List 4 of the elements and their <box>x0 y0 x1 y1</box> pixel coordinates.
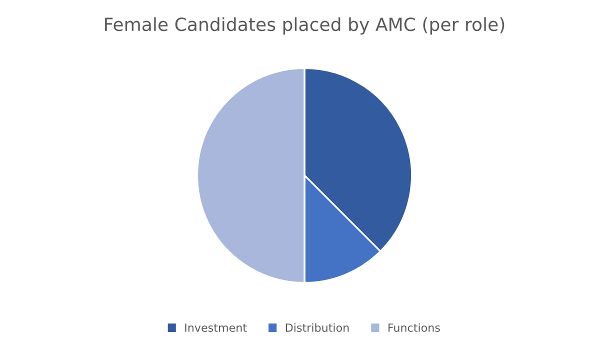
chart-title: Female Candidates placed by AMC (per role) <box>105 17 504 35</box>
legend-label: Functions <box>388 323 440 332</box>
legend-label: Distribution <box>286 323 349 332</box>
legend-label: Investment <box>185 324 247 332</box>
